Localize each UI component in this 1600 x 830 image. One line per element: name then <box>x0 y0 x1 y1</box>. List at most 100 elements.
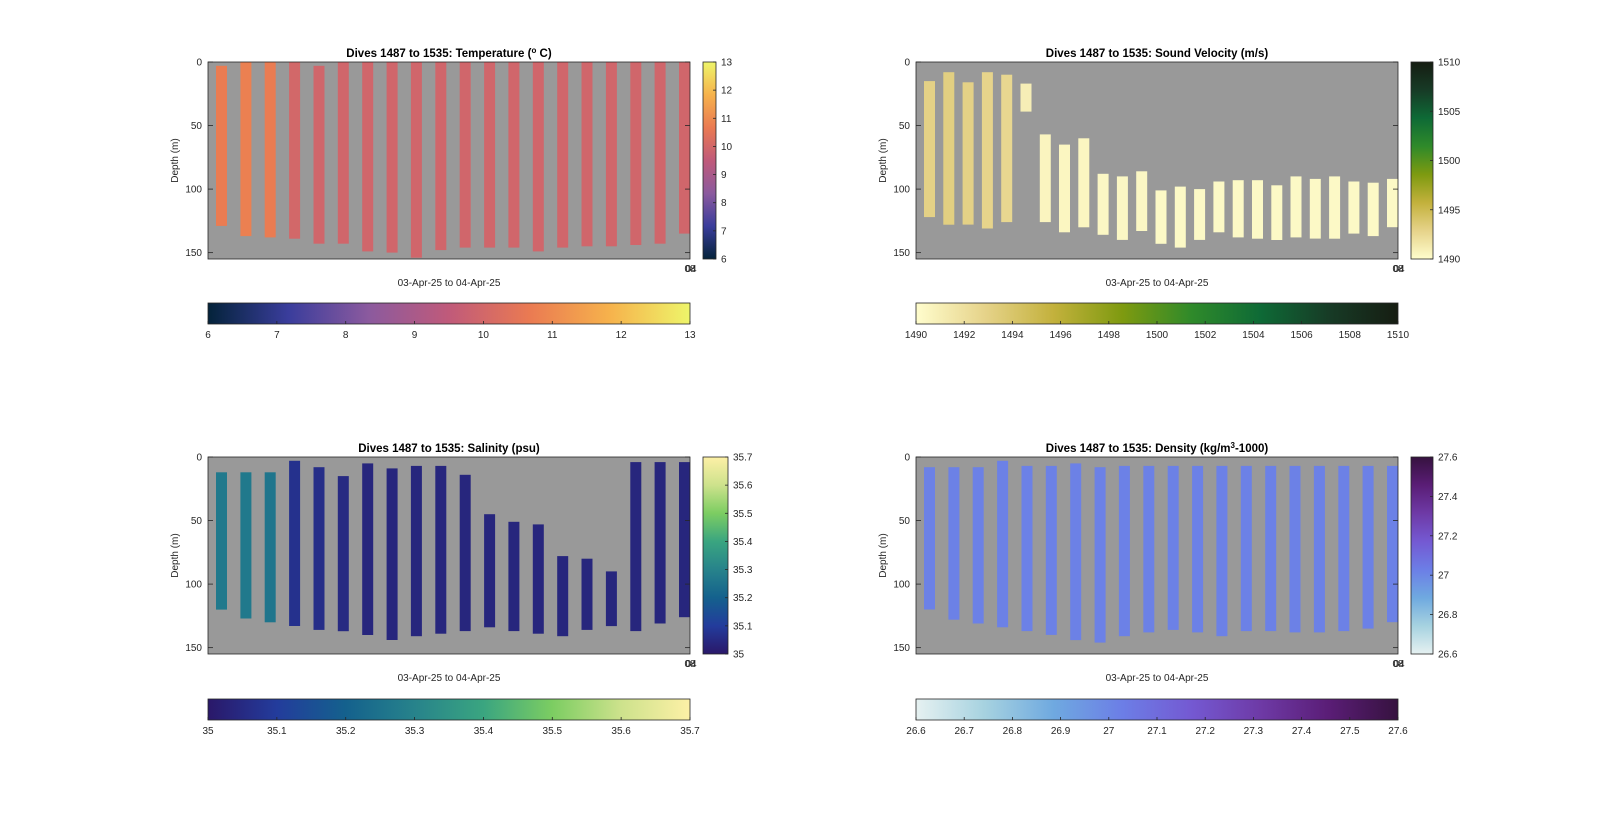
right-colorbar-tick-label: 9 <box>721 170 727 181</box>
y-tick-label: 0 <box>196 453 202 464</box>
bottom-colorbar-tick-label: 1508 <box>1339 330 1362 341</box>
bottom-colorbar <box>207 698 691 721</box>
bottom-colorbar-tick-label: 1510 <box>1387 330 1410 341</box>
bottom-colorbar-tick-label: 12 <box>616 330 628 341</box>
y-tick-label: 150 <box>185 643 202 654</box>
x-axis-label: 03-Apr-25 to 04-Apr-25 <box>1106 278 1209 289</box>
dive-profile <box>508 62 520 248</box>
bottom-colorbar-tick-label: 27.3 <box>1244 726 1264 737</box>
axes-frame <box>915 456 1399 655</box>
right-colorbar-tick-label: 35.5 <box>733 509 753 520</box>
right-colorbar-tick-label: 27.2 <box>1438 531 1458 542</box>
dive-profile <box>654 462 666 624</box>
bottom-colorbar-tick-label: 26.6 <box>906 726 926 737</box>
dive-profile <box>630 62 642 245</box>
bottom-colorbar-tick-label: 35.3 <box>405 726 425 737</box>
dive-profile <box>1021 465 1033 632</box>
dive-profile <box>1309 178 1321 239</box>
bottom-colorbar-tick-label: 1504 <box>1242 330 1265 341</box>
right-colorbar-tick-label: 26.8 <box>1438 610 1458 621</box>
bottom-colorbar-tick-label: 1498 <box>1098 330 1121 341</box>
right-colorbar-tick-label: 35.7 <box>733 453 753 464</box>
chart-title: Dives 1487 to 1535: Density (kg/m3-1000) <box>1046 441 1269 456</box>
dive-profile <box>313 467 325 630</box>
x-tick-label: 08 <box>1392 264 1404 275</box>
right-colorbar-tick-label: 35.3 <box>733 565 753 576</box>
dive-profile <box>1290 176 1302 238</box>
x-tick-label: 08 <box>684 659 696 670</box>
dive-profile <box>216 472 227 610</box>
y-tick-label: 150 <box>185 248 202 259</box>
plot-area <box>916 457 1398 654</box>
x-axis-label: 03-Apr-25 to 04-Apr-25 <box>1106 673 1209 684</box>
bottom-colorbar-tick-label: 1500 <box>1146 330 1169 341</box>
dive-profile <box>630 462 642 632</box>
dive-profile <box>1167 465 1179 630</box>
chart-title: Dives 1487 to 1535: Temperature (o C) <box>346 46 552 61</box>
dive-profile <box>1252 180 1263 239</box>
bottom-colorbar-tick-label: 35.1 <box>267 726 287 737</box>
dive-profile <box>1313 465 1325 633</box>
dive-profile <box>1387 178 1398 228</box>
dive-profile <box>1289 465 1301 633</box>
right-colorbar-tick-label: 26.6 <box>1438 650 1458 661</box>
dive-profile <box>924 467 935 610</box>
right-colorbar-tick-label: 12 <box>721 86 733 97</box>
right-colorbar-tick-label: 27 <box>1438 571 1450 582</box>
y-tick-label: 0 <box>196 58 202 69</box>
dive-profile <box>508 521 520 632</box>
dive-profile <box>1194 189 1206 240</box>
bottom-colorbar-tick-label: 1506 <box>1290 330 1313 341</box>
x-tick-label: 08 <box>1392 659 1404 670</box>
dive-profile <box>264 472 276 623</box>
dive-profile <box>532 62 544 252</box>
dive-profile <box>1143 465 1155 633</box>
right-colorbar-tick-label: 10 <box>721 142 733 153</box>
bottom-colorbar-tick-label: 35.7 <box>680 726 700 737</box>
right-colorbar-tick-label: 8 <box>721 198 727 209</box>
right-colorbar-tick-label: 1505 <box>1438 107 1461 118</box>
y-tick-label: 50 <box>191 516 203 527</box>
dive-profile <box>924 81 935 218</box>
dive-profile <box>362 62 374 252</box>
dive-profile <box>484 62 496 248</box>
dive-profile <box>1136 171 1148 231</box>
dive-profile <box>605 62 617 247</box>
dive-profile <box>1045 465 1057 635</box>
right-colorbar-tick-label: 35 <box>733 650 745 661</box>
right-colorbar-tick-label: 35.6 <box>733 481 753 492</box>
bottom-colorbar-tick-label: 35.5 <box>543 726 563 737</box>
y-tick-label: 100 <box>893 185 910 196</box>
dive-profile <box>264 62 276 238</box>
y-tick-label: 50 <box>899 516 911 527</box>
axes-frame <box>207 61 691 260</box>
bottom-colorbar-tick-label: 11 <box>547 330 558 341</box>
bottom-colorbar-tick-label: 35 <box>202 726 214 737</box>
dive-profile <box>1118 465 1130 637</box>
dive-profile <box>581 62 593 247</box>
dive-profile <box>1232 180 1244 238</box>
dive-profile <box>386 62 398 253</box>
right-colorbar <box>702 456 729 655</box>
bottom-colorbar-tick-label: 26.9 <box>1051 726 1071 737</box>
right-colorbar-tick-label: 35.1 <box>733 621 753 632</box>
y-tick-label: 100 <box>185 185 202 196</box>
dive-profile <box>1362 465 1374 629</box>
right-colorbar-tick-label: 7 <box>721 226 727 237</box>
y-axis-label: Depth (m) <box>170 533 181 577</box>
dive-profile <box>997 460 1009 628</box>
axes-frame <box>207 456 691 655</box>
bottom-colorbar-tick-label: 26.7 <box>954 726 974 737</box>
bottom-colorbar-tick-label: 1502 <box>1194 330 1217 341</box>
bottom-colorbar-tick-label: 7 <box>274 330 280 341</box>
dive-profile <box>410 62 422 258</box>
dive-profile <box>410 465 422 637</box>
y-tick-label: 0 <box>904 58 910 69</box>
dive-profile <box>240 472 252 619</box>
dive-profile <box>435 62 447 251</box>
dive-profile <box>981 72 993 229</box>
y-axis-label: Depth (m) <box>878 138 889 182</box>
dive-profile <box>435 465 447 634</box>
x-tick-label: 04 <box>1393 659 1405 670</box>
